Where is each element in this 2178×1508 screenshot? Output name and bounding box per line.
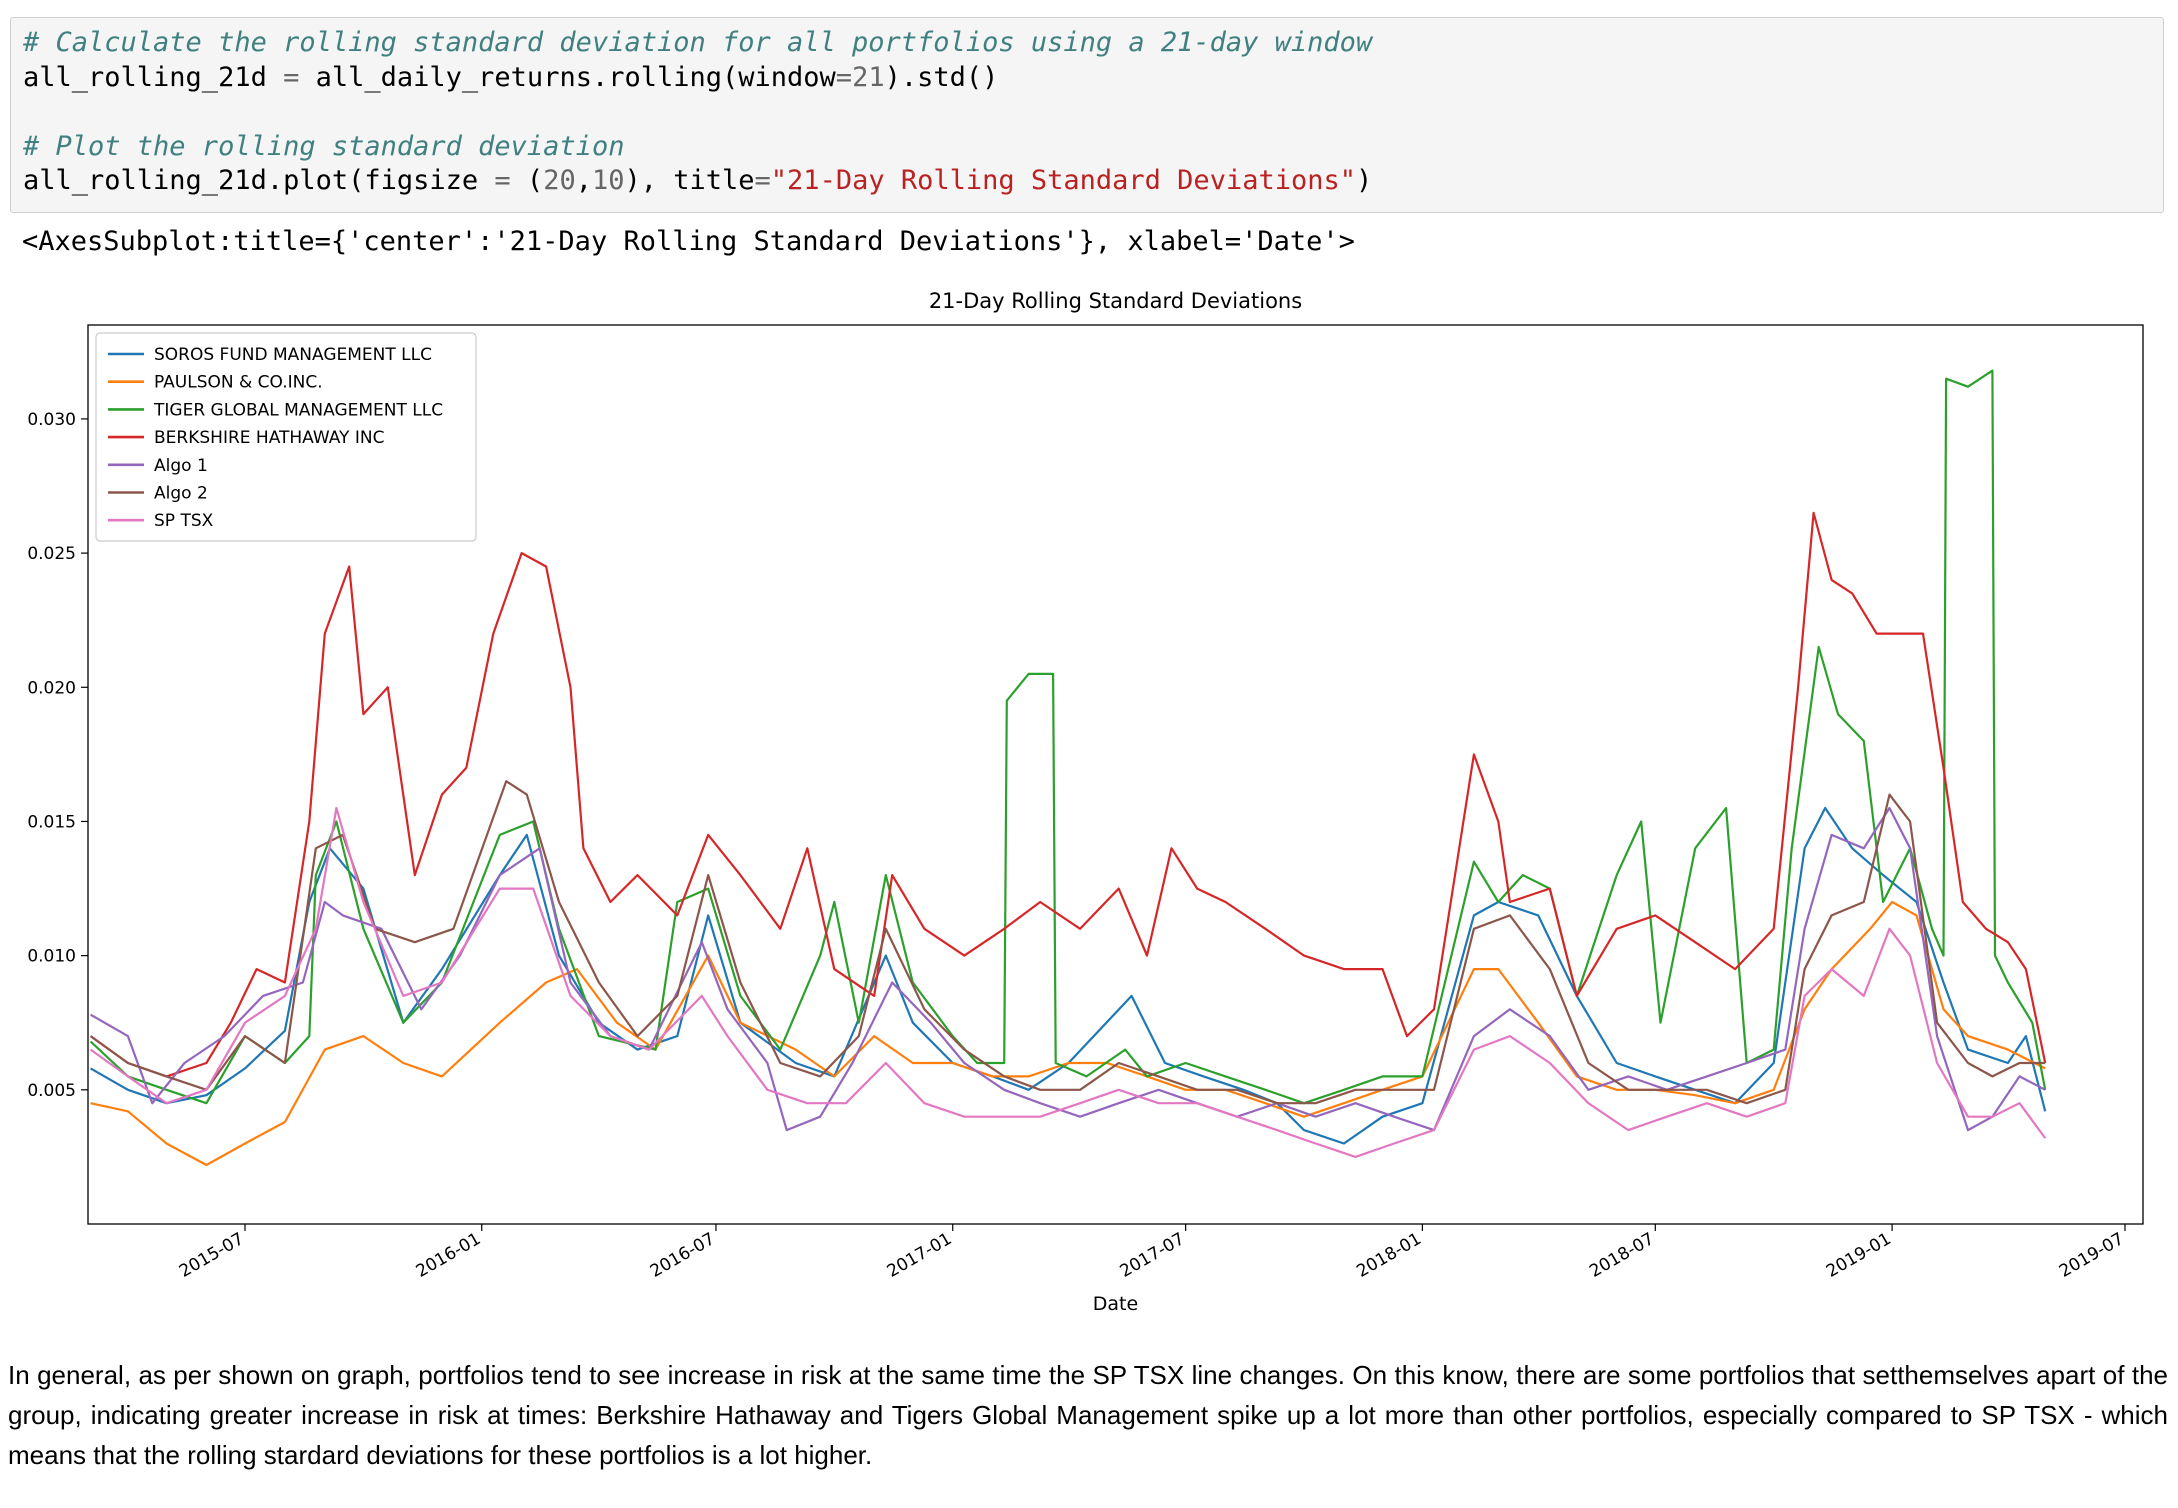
x-axis-label: Date (1093, 1293, 1138, 1315)
markdown-commentary: In general, as per shown on graph, portf… (8, 1360, 2168, 1470)
code-line-2: all_rolling_21d = all_daily_returns.roll… (23, 61, 999, 93)
x-tick-label-6: 2018-01 (1353, 1229, 1425, 1282)
code-line-1: # Calculate the rolling standard deviati… (23, 27, 1373, 58)
x-tick-label-5: 2017-07 (1117, 1229, 1189, 1282)
series-group (89, 369, 2047, 1167)
legend-label-4: BERKSHIRE HATHAWAY INC (154, 428, 384, 448)
x-tick-label-8: 2019-01 (1823, 1229, 1895, 1282)
x-tick-label-1: 2015-07 (176, 1229, 248, 1282)
y-tick-label-5: 0.025 (27, 544, 76, 564)
legend-box (95, 332, 477, 542)
code-line-4: # Plot the rolling standard deviation (23, 130, 625, 162)
y-tick-label-2: 0.010 (27, 947, 76, 967)
legend-label-1: SOROS FUND MANAGEMENT LLC (154, 345, 432, 365)
plot-frame (87, 324, 2144, 1225)
output-repr: <AxesSubplot:title={'center':'21-Day Rol… (22, 226, 1355, 257)
y-tick-label-6: 0.030 (27, 410, 76, 430)
series-line-2 (90, 900, 2046, 1167)
legend: SOROS FUND MANAGEMENT LLC PAULSON & CO.IN… (95, 332, 477, 542)
series-line-6 (89, 780, 2046, 1105)
series-line-3 (89, 369, 2047, 1105)
code-line-5: all_rolling_21d.plot(figsize = (20,10), … (23, 165, 1373, 196)
series-line-7 (89, 806, 2047, 1158)
y-tick-label-3: 0.015 (27, 812, 76, 832)
legend-label-5: Algo 1 (154, 456, 208, 476)
series-line-5 (90, 806, 2046, 1132)
legend-label-2: PAULSON & CO.INC. (154, 373, 323, 393)
y-tick-label-1: 0.005 (27, 1081, 76, 1101)
x-tick-label-9: 2019-07 (2056, 1229, 2128, 1282)
legend-label-3: TIGER GLOBAL MANAGEMENT LLC (153, 400, 443, 420)
x-tick-label-7: 2018-07 (1586, 1229, 1658, 1282)
code-line-3 (23, 95, 2151, 130)
x-tick-label-4: 2017-01 (884, 1229, 956, 1282)
legend-label-6: Algo 2 (154, 484, 208, 504)
code-cell[interactable]: # Calculate the rolling standard deviati… (10, 17, 2164, 213)
rolling-std-chart: 21-Day Rolling Standard Deviations 0.005 0… (27, 289, 2144, 1315)
legend-label-7: SP TSX (154, 511, 214, 531)
x-tick-label-3: 2016-07 (647, 1229, 719, 1282)
chart-title: 21-Day Rolling Standard Deviations (929, 289, 1302, 313)
y-tick-label-4: 0.020 (27, 678, 76, 698)
x-tick-label-2: 2016-01 (413, 1229, 485, 1282)
series-line-4 (89, 511, 2047, 1078)
